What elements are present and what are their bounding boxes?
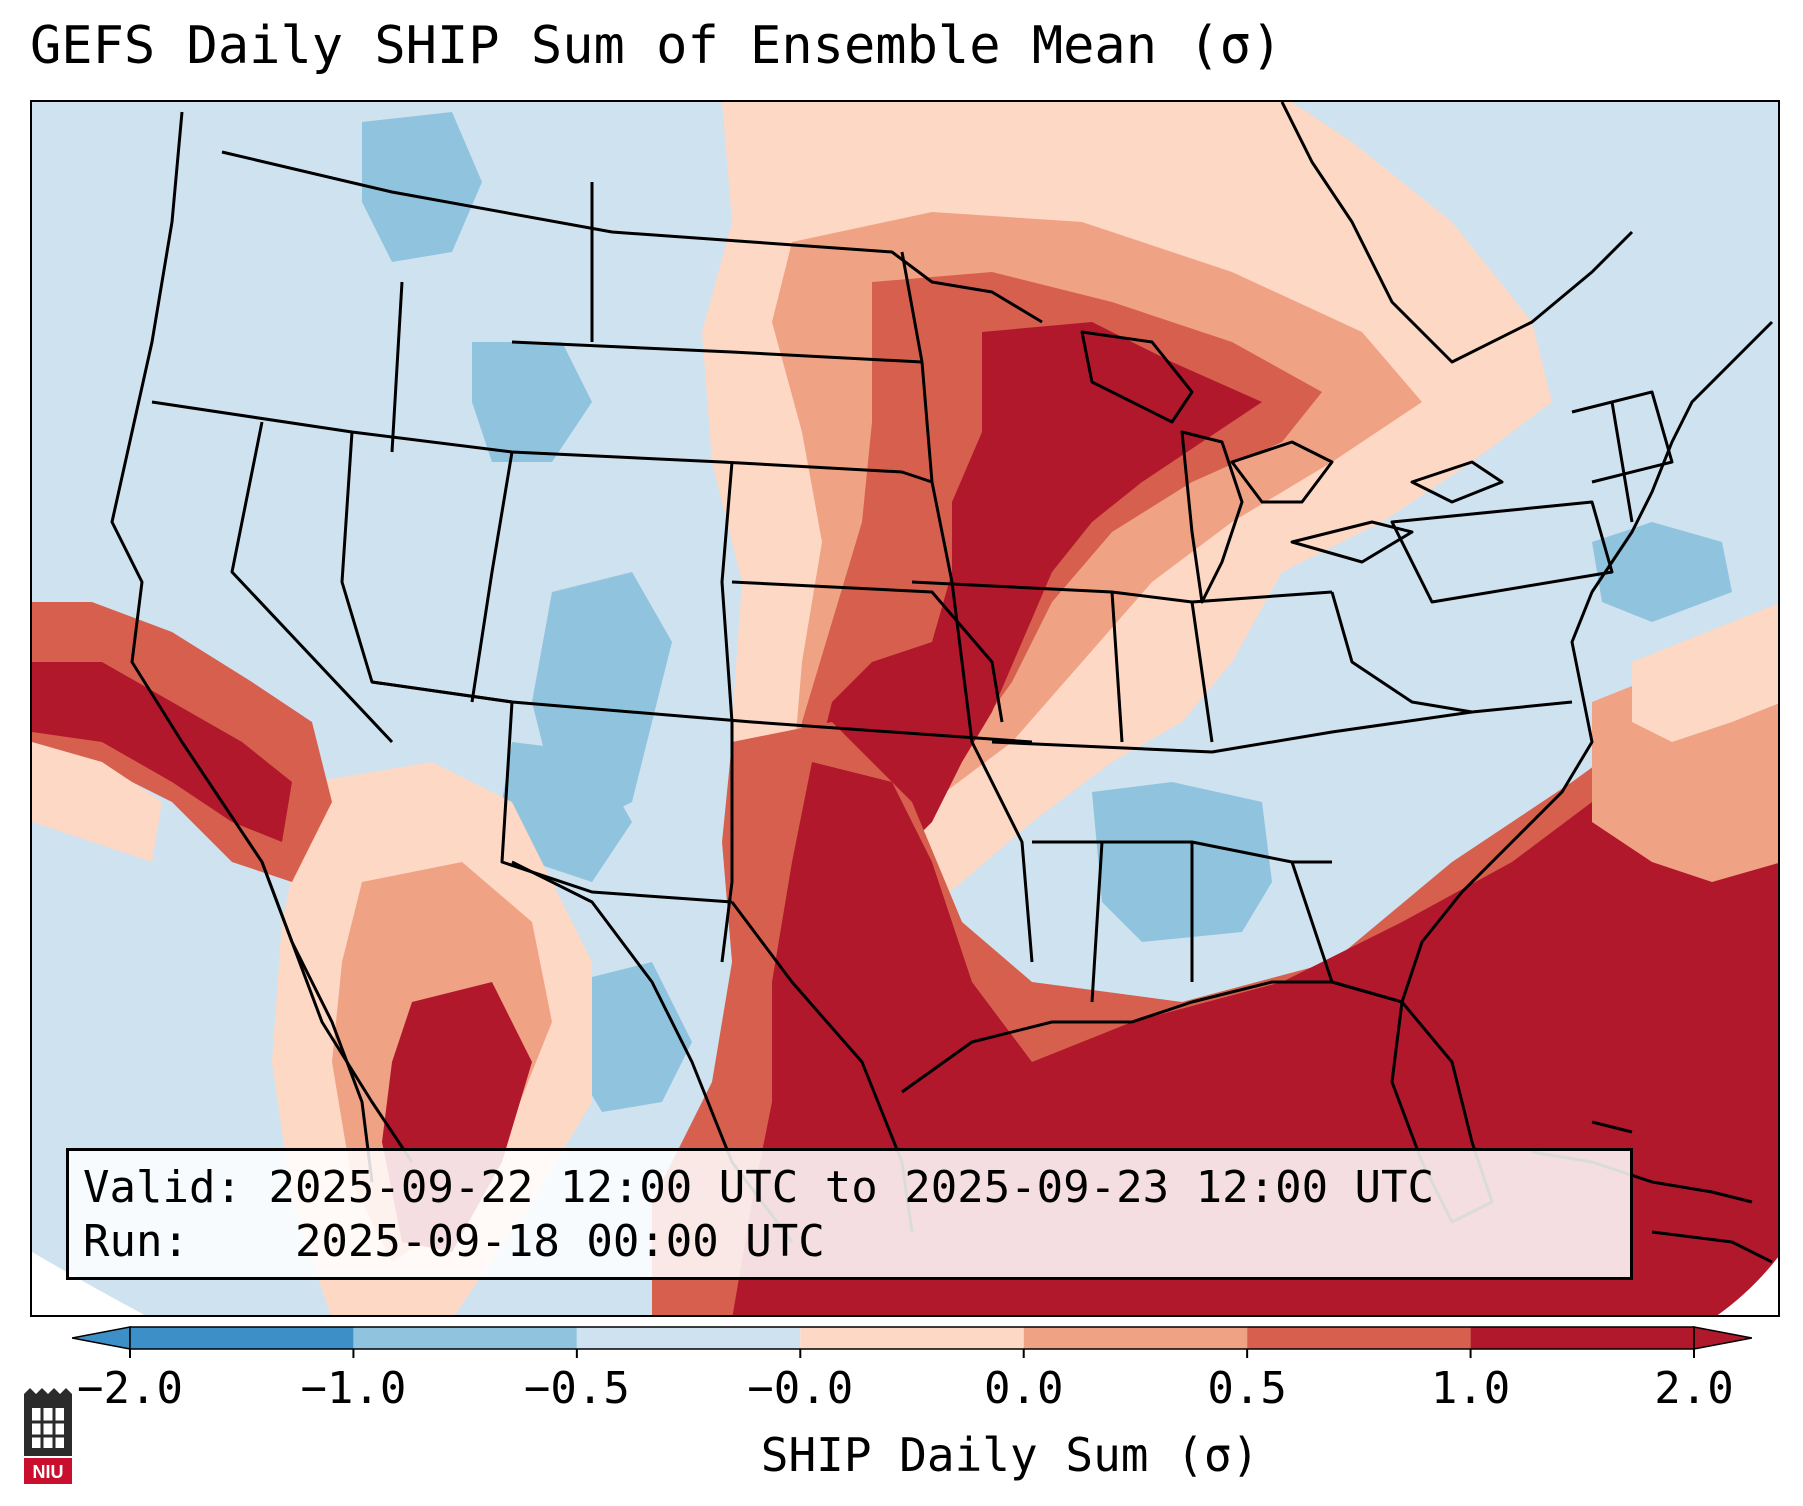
colorbar [72,1326,1752,1358]
niu-tower-logo-icon: NIU [24,1388,72,1484]
colorbar-tick-label: −0.5 [523,1363,630,1414]
colorbar-tick-label: 0.0 [983,1363,1064,1414]
anomaly-very-high-midwest [812,322,1262,862]
anomaly-southeast-negative [1092,782,1272,942]
valid-label: Valid: [83,1162,242,1213]
colorbar-tick-label: 1.0 [1430,1363,1511,1414]
run-label: Run: [83,1216,189,1267]
map-projection-edge [32,1252,145,1315]
colorbar-segment [1023,1327,1248,1349]
anomaly-montana-negative [362,112,482,262]
colorbar-segment [800,1327,1024,1349]
colorbar-tick-label: −2.0 [77,1363,183,1414]
valid-value: 2025-09-22 12:00 UTC to 2025-09-23 12:00… [268,1162,1435,1213]
colorbar-title: SHIP Daily Sum (σ) [760,1428,1260,1482]
anomaly-california-offshore-core [32,662,292,842]
logo-text: NIU [33,1462,64,1482]
colorbar-tick-label: 0.5 [1207,1363,1287,1414]
colorbar-segment [353,1327,577,1349]
colorbar-tick-label: −1.0 [300,1363,407,1414]
valid-run-info-box: Valid: 2025-09-22 12:00 UTC to 2025-09-2… [66,1148,1633,1280]
map-canvas [32,102,1778,1315]
valid-row: Valid: 2025-09-22 12:00 UTC to 2025-09-2… [83,1161,1616,1215]
colorbar-tick-label: 2.0 [1654,1363,1734,1414]
political-boundaries [110,102,1774,1264]
anomaly-atlantic-offshore-lighter [1632,603,1778,742]
map-title: GEFS Daily SHIP Sum of Ensemble Mean (σ) [30,16,1283,76]
colorbar-extension-high [1693,1326,1752,1350]
run-value: 2025-09-18 00:00 UTC [294,1216,825,1267]
map-panel [30,100,1780,1317]
colorbar-segment [1470,1327,1694,1349]
anomaly-wyoming-negative [472,342,592,462]
colorbar-segment [1247,1327,1471,1349]
map-projection-edge-right [1717,1257,1778,1315]
colorbar-segment [576,1327,801,1349]
colorbar-outline [129,1326,1695,1350]
colorbar-segment [130,1327,354,1349]
colorbar-tick-label: −0.0 [747,1363,854,1414]
colorbar-extension-low [72,1326,131,1350]
anomaly-pacific-light [32,742,162,862]
run-row: Run: 2025-09-18 00:00 UTC [83,1215,1616,1269]
anomaly-northeast-negative [1592,522,1732,622]
